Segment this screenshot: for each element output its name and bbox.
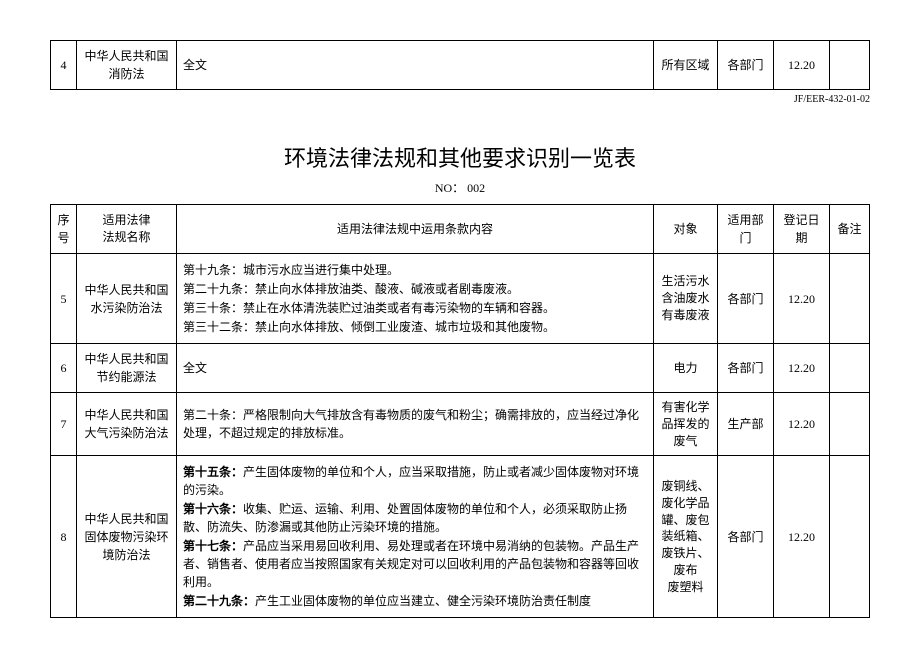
header-content: 适用法律法规中运用条款内容 [177, 205, 654, 254]
cell-index: 5 [51, 254, 77, 344]
doc-code: JF/EER-432-01-02 [50, 94, 870, 105]
page-title: 环境法律法规和其他要求识别一览表 [50, 141, 870, 173]
cell-target: 生活污水含油废水有毒废液 [654, 254, 718, 344]
cell-date: 12.20 [774, 344, 830, 393]
cell-dept: 生产部 [718, 393, 774, 456]
page-subtitle: NO： 002 [50, 179, 870, 196]
header-law: 适用法律法规名称 [77, 205, 177, 254]
main-table: 序号 适用法律法规名称 适用法律法规中运用条款内容 对象 适用部门 登记日期 备… [50, 204, 870, 618]
cell-index: 7 [51, 393, 77, 456]
cell-note [830, 344, 870, 393]
table-row: 7中华人民共和国大气污染防治法第二十条：严格限制向大气排放含有毒物质的废气和粉尘… [51, 393, 870, 456]
cell-index: 6 [51, 344, 77, 393]
cell-target: 废铜线、废化学品罐、废包装纸箱、废铁片、废布废塑料 [654, 456, 718, 618]
header-target: 对象 [654, 205, 718, 254]
cell-target: 电力 [654, 344, 718, 393]
cell-index: 4 [51, 41, 77, 90]
header-date: 登记日期 [774, 205, 830, 254]
cell-content: 全文 [177, 41, 654, 90]
cell-target: 有害化学品挥发的废气 [654, 393, 718, 456]
table-row: 6中华人民共和国节约能源法全文电力各部门12.20 [51, 344, 870, 393]
cell-law: 中华人民共和国水污染防治法 [77, 254, 177, 344]
header-note: 备注 [830, 205, 870, 254]
cell-date: 12.20 [774, 254, 830, 344]
cell-note [830, 41, 870, 90]
cell-content: 第二十条：严格限制向大气排放含有毒物质的废气和粉尘；确需排放的，应当经过净化处理… [177, 393, 654, 456]
cell-note [830, 254, 870, 344]
cell-content: 第十九条：城市污水应当进行集中处理。第二十九条：禁止向水体排放油类、酸液、碱液或… [177, 254, 654, 344]
header-index: 序号 [51, 205, 77, 254]
cell-dept: 各部门 [718, 41, 774, 90]
cell-law: 中华人民共和国固体废物污染环境防治法 [77, 456, 177, 618]
cell-dept: 各部门 [718, 254, 774, 344]
cell-content: 全文 [177, 344, 654, 393]
cell-index: 8 [51, 456, 77, 618]
top-fragment-table: 4 中华人民共和国消防法 全文 所有区域 各部门 12.20 [50, 40, 870, 90]
cell-law: 中华人民共和国消防法 [77, 41, 177, 90]
table-header-row: 序号 适用法律法规名称 适用法律法规中运用条款内容 对象 适用部门 登记日期 备… [51, 205, 870, 254]
cell-note [830, 393, 870, 456]
cell-law: 中华人民共和国节约能源法 [77, 344, 177, 393]
cell-law: 中华人民共和国大气污染防治法 [77, 393, 177, 456]
cell-note [830, 456, 870, 618]
cell-dept: 各部门 [718, 344, 774, 393]
header-dept: 适用部门 [718, 205, 774, 254]
cell-content: 第十五条：产生固体废物的单位和个人，应当采取措施，防止或者减少固体废物对环境的污… [177, 456, 654, 618]
cell-date: 12.20 [774, 41, 830, 90]
cell-target: 所有区域 [654, 41, 718, 90]
table-row: 5中华人民共和国水污染防治法第十九条：城市污水应当进行集中处理。第二十九条：禁止… [51, 254, 870, 344]
table-row: 4 中华人民共和国消防法 全文 所有区域 各部门 12.20 [51, 41, 870, 90]
cell-date: 12.20 [774, 456, 830, 618]
table-row: 8中华人民共和国固体废物污染环境防治法第十五条：产生固体废物的单位和个人，应当采… [51, 456, 870, 618]
cell-dept: 各部门 [718, 456, 774, 618]
cell-date: 12.20 [774, 393, 830, 456]
